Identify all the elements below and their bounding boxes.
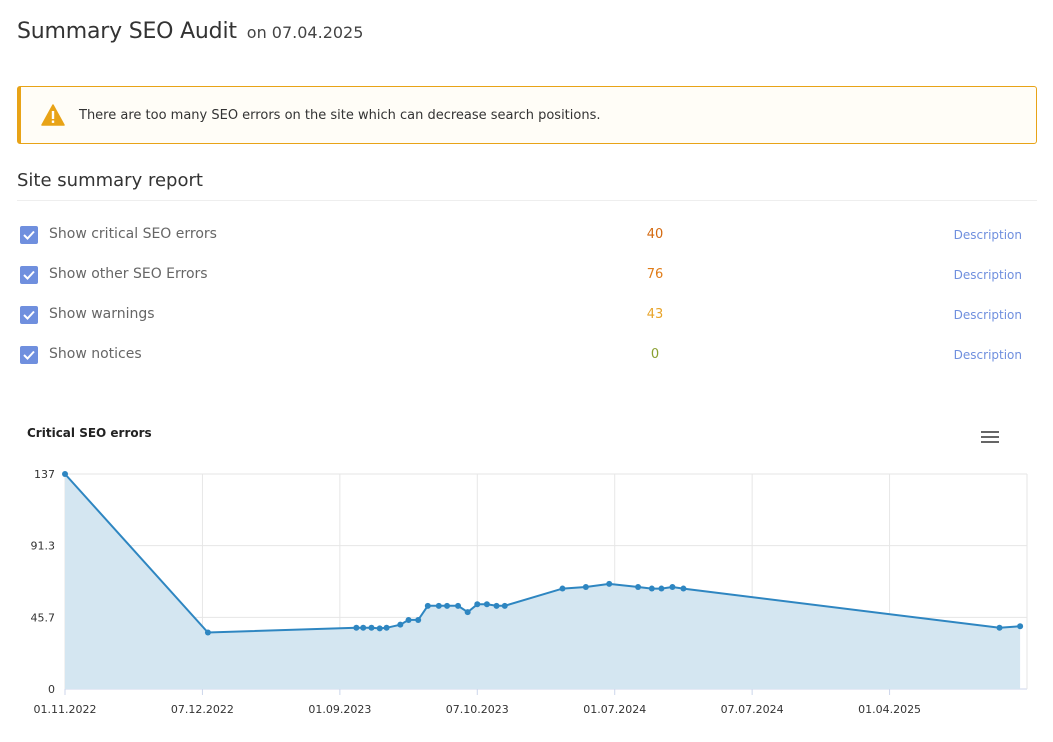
filter-count: 76	[646, 267, 664, 282]
data-point	[376, 625, 383, 632]
data-point	[501, 602, 508, 609]
filter-row-warnings: Show warnings 43 Description	[17, 295, 1037, 335]
series-area	[65, 474, 1021, 689]
x-tick-label: 01.04.2025	[858, 703, 921, 716]
data-point	[483, 601, 490, 608]
data-point	[204, 629, 211, 636]
x-tick-label: 07.10.2023	[446, 703, 509, 716]
chart-menu-icon[interactable]	[981, 431, 999, 444]
y-tick-label: 0	[48, 683, 55, 696]
x-tick-label: 01.09.2023	[308, 703, 371, 716]
data-point	[635, 583, 642, 590]
x-tick-label: 01.11.2022	[34, 703, 97, 716]
data-point	[405, 616, 412, 623]
data-point	[648, 585, 655, 592]
critical-errors-chart: 137 91.3 45.7 0 01.11.2022 07.12.2022 01.09.2…	[31, 468, 1028, 716]
section-divider	[17, 200, 1037, 201]
data-point	[1017, 623, 1024, 630]
checkmark-icon	[23, 350, 35, 360]
data-point	[415, 616, 422, 623]
page-header: Summary SEO Audit on 07.04.2025	[17, 19, 363, 44]
data-point	[368, 624, 375, 631]
warning-icon	[41, 104, 65, 126]
data-point	[493, 602, 500, 609]
warnings-checkbox[interactable]	[20, 306, 38, 324]
data-point	[383, 624, 390, 631]
y-tick-label: 45.7	[31, 611, 56, 624]
chart-title: Critical SEO errors	[27, 426, 152, 440]
filter-label: Show other SEO Errors	[49, 266, 208, 282]
x-tick-label: 07.12.2022	[171, 703, 234, 716]
checkmark-icon	[23, 310, 35, 320]
checkmark-icon	[23, 230, 35, 240]
filter-count: 43	[646, 307, 664, 322]
data-point	[680, 585, 687, 592]
audit-date: on 07.04.2025	[246, 23, 364, 42]
data-point	[474, 601, 481, 608]
description-link[interactable]: Description	[953, 348, 1022, 362]
data-point	[606, 580, 613, 587]
x-tick-label: 07.07.2024	[721, 703, 784, 716]
page-title: Summary SEO Audit	[17, 19, 237, 44]
data-point	[996, 624, 1003, 631]
y-tick-label: 137	[34, 468, 55, 481]
filter-row-other: Show other SEO Errors 76 Description	[17, 255, 1037, 295]
data-point	[62, 471, 68, 477]
description-link[interactable]: Description	[953, 228, 1022, 242]
data-point	[455, 602, 462, 609]
y-axis-ticks: 137 91.3 45.7 0	[31, 468, 56, 696]
data-point	[397, 621, 404, 628]
data-point	[353, 624, 360, 631]
data-point	[559, 585, 566, 592]
filter-count: 40	[646, 227, 664, 242]
data-point	[424, 602, 431, 609]
filter-label: Show warnings	[49, 306, 155, 322]
data-point	[582, 583, 589, 590]
seo-errors-alert: There are too many SEO errors on the sit…	[17, 86, 1037, 144]
filter-row-notices: Show notices 0 Description	[17, 335, 1037, 375]
data-point	[444, 602, 451, 609]
notices-checkbox[interactable]	[20, 346, 38, 364]
series-points	[62, 471, 1024, 636]
x-tick-label: 01.07.2024	[583, 703, 646, 716]
checkmark-icon	[23, 270, 35, 280]
filter-label: Show critical SEO errors	[49, 226, 217, 242]
other-errors-checkbox[interactable]	[20, 266, 38, 284]
filter-label: Show notices	[49, 346, 142, 362]
y-tick-label: 91.3	[31, 540, 56, 553]
data-point	[669, 583, 676, 590]
filter-list: Show critical SEO errors 40 Description …	[17, 215, 1037, 375]
data-point	[360, 624, 367, 631]
critical-errors-checkbox[interactable]	[20, 226, 38, 244]
data-point	[658, 585, 665, 592]
alert-message: There are too many SEO errors on the sit…	[79, 107, 601, 123]
data-point	[464, 609, 471, 616]
filter-row-critical: Show critical SEO errors 40 Description	[17, 215, 1037, 255]
data-point	[435, 602, 442, 609]
filter-count: 0	[650, 347, 660, 362]
description-link[interactable]: Description	[953, 308, 1022, 322]
description-link[interactable]: Description	[953, 268, 1022, 282]
section-title: Site summary report	[17, 170, 203, 191]
x-axis-ticks: 01.11.2022 07.12.2022 01.09.2023 07.10.2023…	[34, 703, 922, 716]
